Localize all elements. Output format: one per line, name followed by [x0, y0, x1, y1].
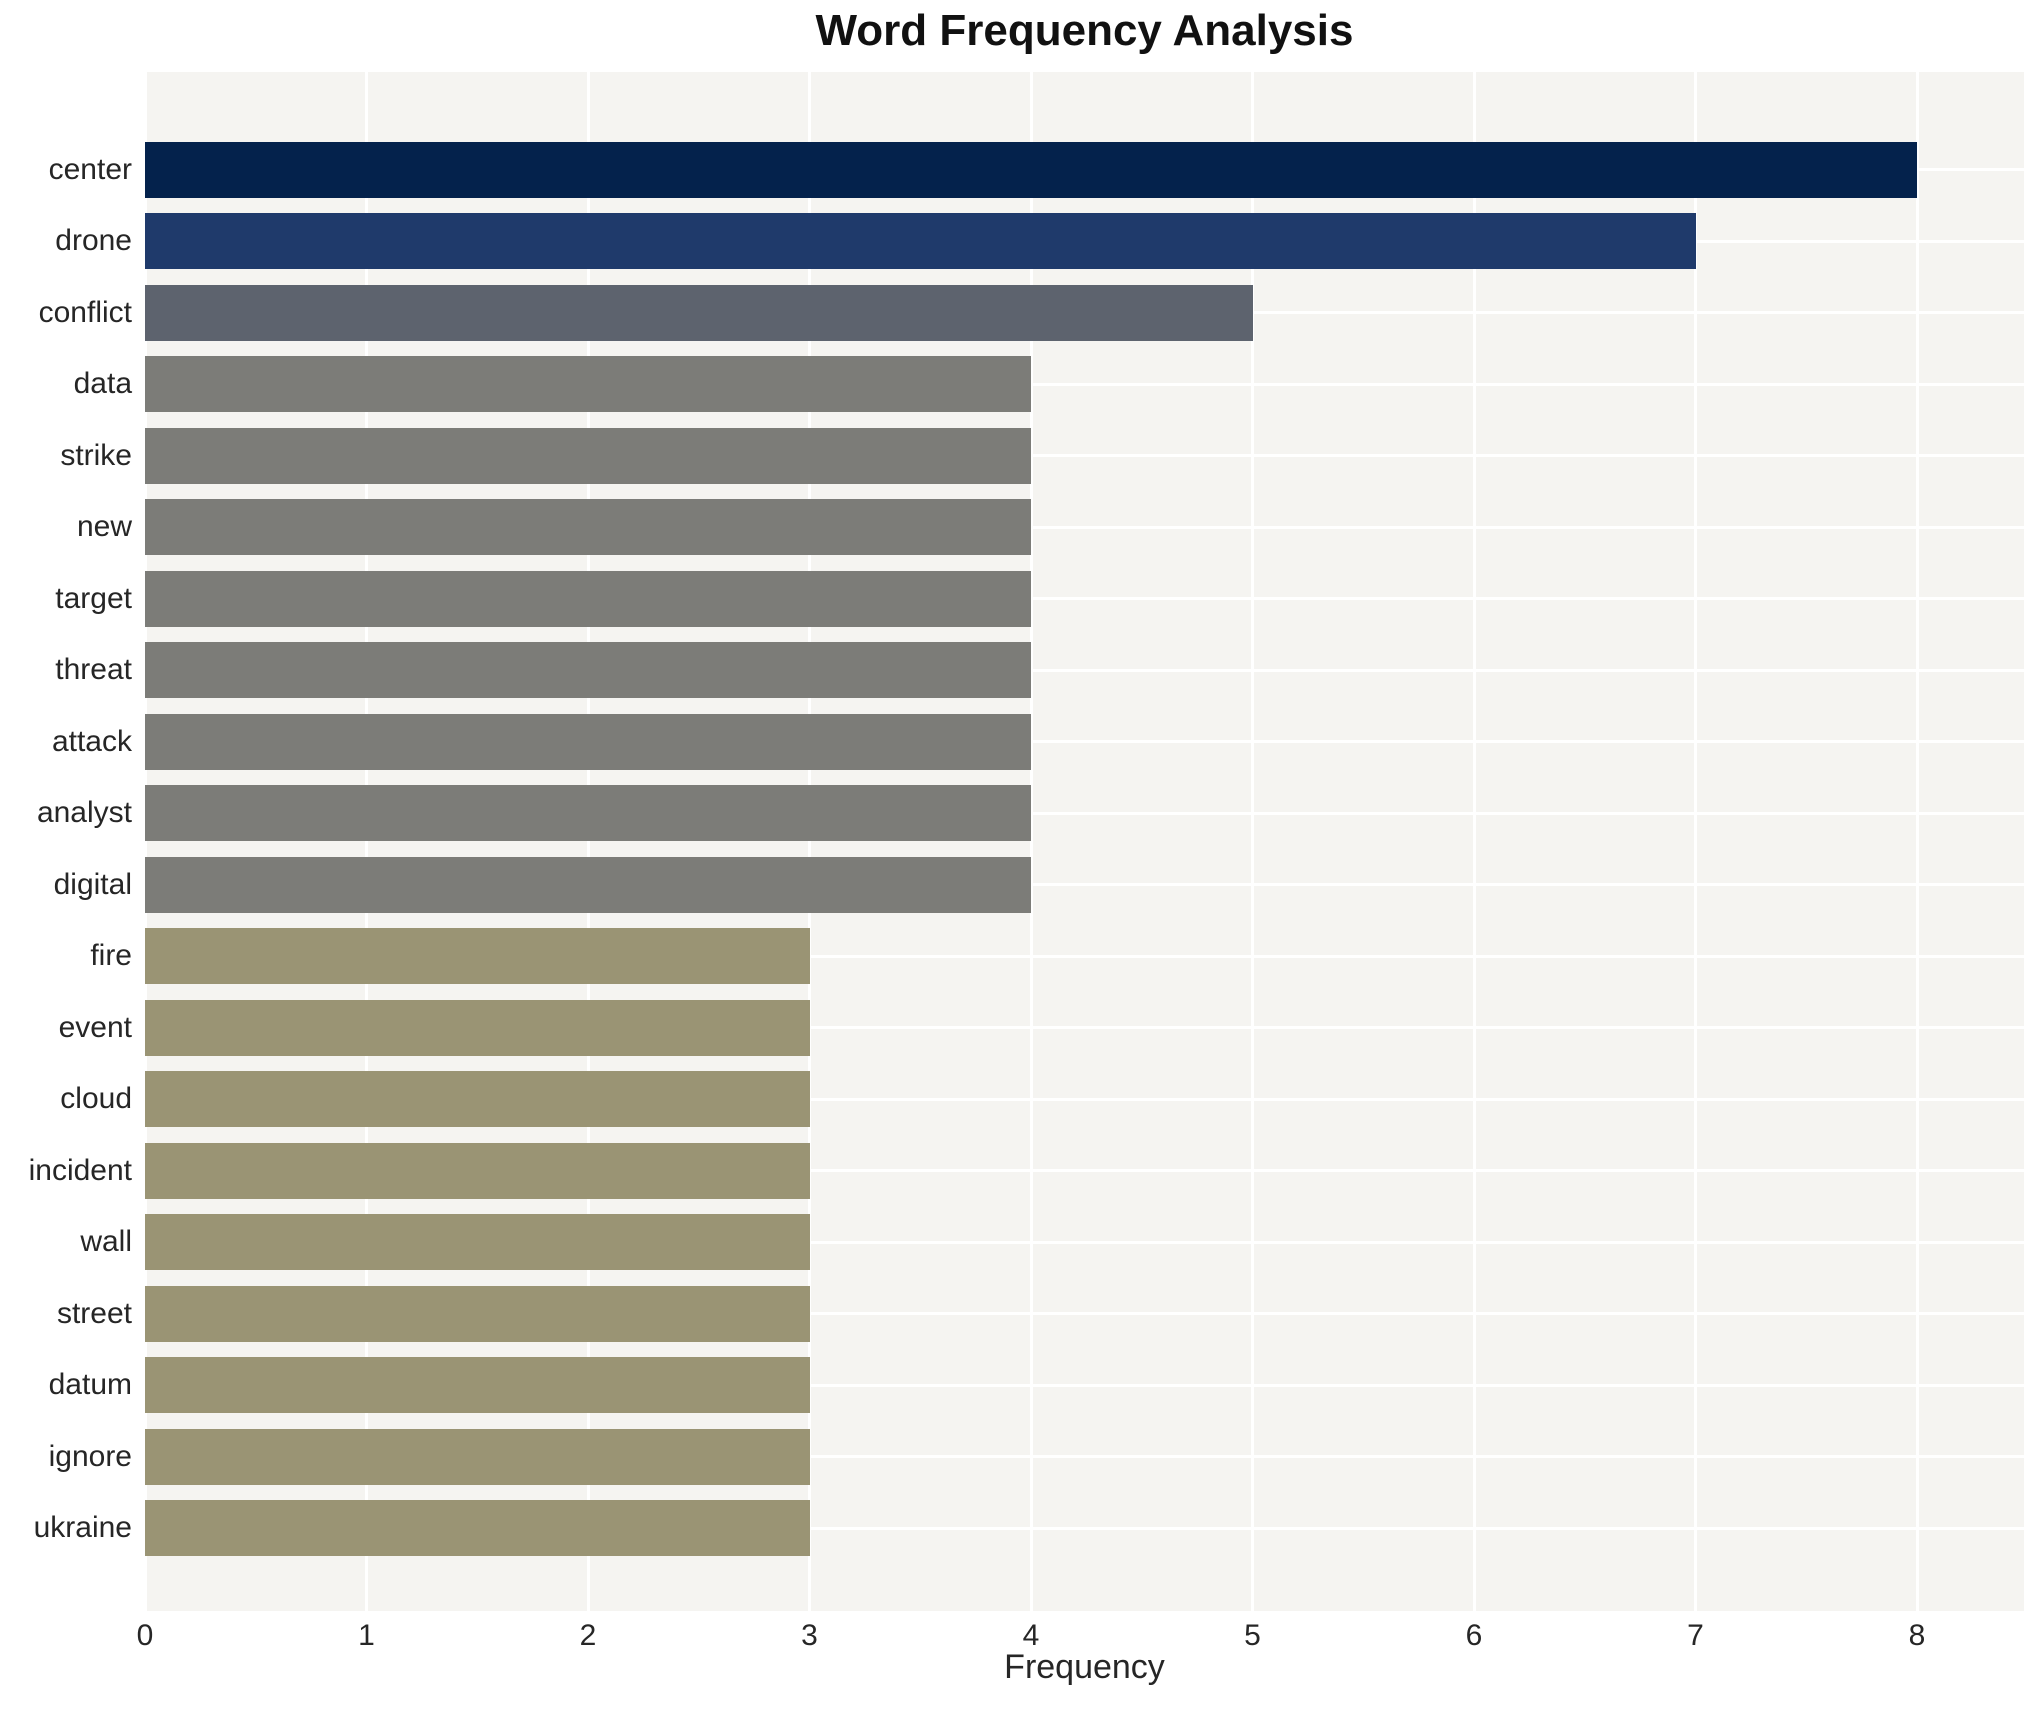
bar-data [145, 356, 1031, 413]
x-gridline [1915, 72, 1919, 1611]
x-tick-label: 8 [1908, 1619, 1926, 1652]
y-gridline [145, 1097, 2024, 1101]
y-axis-label: cloud [60, 1082, 132, 1116]
y-axis-label: ukraine [33, 1511, 132, 1545]
x-tick-label: 2 [579, 1619, 597, 1652]
bar-conflict [145, 284, 1253, 341]
x-tick-label: 6 [1465, 1619, 1483, 1652]
y-axis-label: fire [90, 939, 132, 973]
y-gridline [145, 1455, 2024, 1459]
x-tick-label: 0 [136, 1619, 154, 1652]
y-axis-label: conflict [38, 295, 132, 329]
bar-new [145, 499, 1031, 556]
bar-cloud [145, 1071, 810, 1128]
x-gridline [365, 72, 368, 1611]
bar-ignore [145, 1428, 810, 1485]
y-gridline [145, 1383, 2024, 1387]
y-gridline [145, 883, 2024, 887]
x-tick-label: 1 [358, 1619, 375, 1652]
y-axis-label: wall [80, 1225, 132, 1259]
y-axis-label: ignore [48, 1439, 132, 1473]
bar-digital [145, 856, 1031, 913]
x-tick-label: 5 [1244, 1619, 1261, 1652]
y-gridline [145, 525, 2024, 529]
y-gridline [145, 1169, 2024, 1173]
y-gridline [145, 1312, 2024, 1316]
y-axis-label: center [48, 152, 132, 186]
bar-street [145, 1285, 810, 1342]
y-gridline [145, 1026, 2024, 1030]
bar-center [145, 141, 1917, 198]
y-axis-label: incident [28, 1153, 132, 1187]
y-axis-label: strike [60, 438, 132, 472]
plot-area [143, 72, 2024, 1611]
x-gridline [586, 72, 590, 1611]
y-gridline [145, 954, 2024, 958]
x-tick-label: 3 [801, 1619, 818, 1652]
bar-analyst [145, 785, 1031, 842]
y-gridline [145, 1526, 2024, 1530]
y-gridline [145, 740, 2024, 744]
y-axis-label: new [76, 510, 132, 544]
bar-threat [145, 642, 1031, 699]
bar-attack [145, 713, 1031, 770]
y-axis-label: data [73, 367, 132, 401]
bar-drone [145, 213, 1696, 270]
x-gridline [1251, 72, 1254, 1611]
x-gridline [808, 72, 811, 1611]
y-gridline [145, 597, 2024, 601]
x-axis-title: Frequency [1004, 1648, 1165, 1686]
x-tick-label: 4 [1022, 1619, 1040, 1652]
y-gridline [145, 1240, 2024, 1244]
y-axis-label: analyst [36, 796, 132, 830]
bar-ukraine [145, 1500, 810, 1557]
y-gridline [145, 382, 2024, 386]
y-axis-label: drone [55, 224, 132, 258]
x-gridline [1472, 72, 1476, 1611]
x-gridline [143, 72, 147, 1611]
y-axis-label: attack [51, 724, 132, 758]
bar-target [145, 570, 1031, 627]
y-gridline [145, 454, 2024, 458]
chart-title: Word Frequency Analysis [815, 6, 1354, 55]
y-gridline [145, 668, 2024, 672]
bar-strike [145, 427, 1031, 484]
y-axis-label: datum [48, 1368, 132, 1402]
bar-event [145, 999, 810, 1056]
y-axis-label: threat [55, 653, 132, 687]
bar-fire [145, 928, 810, 985]
y-axis-label: event [58, 1010, 132, 1044]
x-gridline [1029, 72, 1033, 1611]
x-gridline [1694, 72, 1697, 1611]
bar-datum [145, 1357, 810, 1414]
bar-wall [145, 1214, 810, 1271]
y-gridline [145, 811, 2024, 815]
x-tick-label: 7 [1687, 1619, 1704, 1652]
y-axis-label: street [56, 1296, 132, 1330]
bar-incident [145, 1142, 810, 1199]
y-axis-label: digital [53, 867, 132, 901]
y-axis-label: target [55, 581, 132, 615]
